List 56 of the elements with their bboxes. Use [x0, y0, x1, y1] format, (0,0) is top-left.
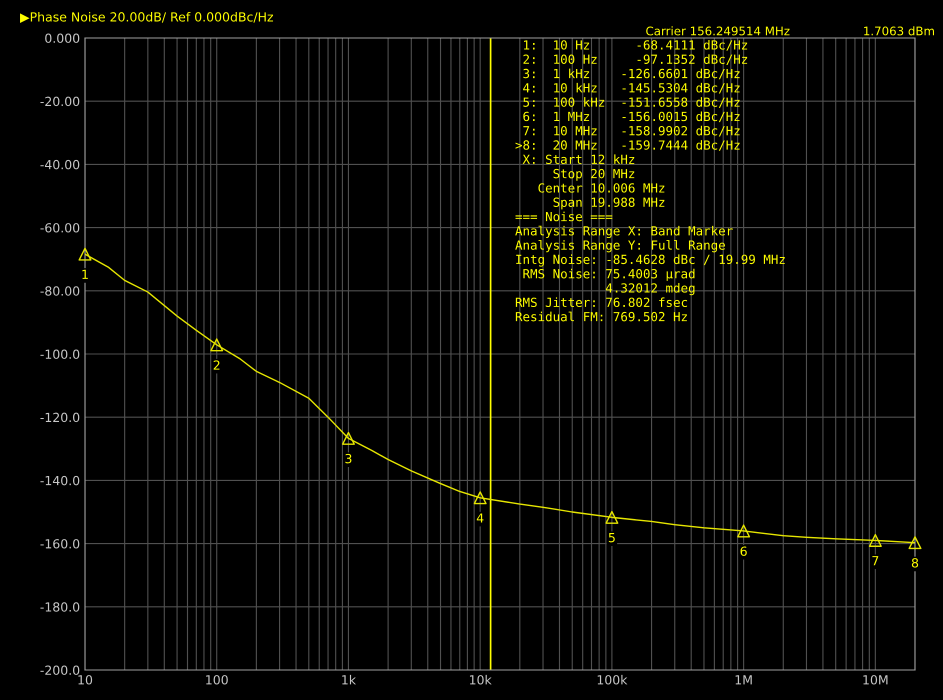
y-tick-label: -100.0: [40, 349, 80, 359]
annotation: 5: [608, 533, 615, 542]
annotation: Intg Noise: -85.4628 dBc / 19.99 MHz: [516, 254, 785, 267]
annotation: 7: 10 MHz -158.9902 dBc/Hz: [523, 126, 740, 136]
x-tick-label: 10M: [863, 675, 888, 685]
annotation: 8: [912, 558, 918, 568]
y-tick-label: -40.00: [40, 160, 80, 170]
y-tick-label: -140.0: [40, 476, 80, 486]
point: [78, 248, 92, 261]
y-tick-label: -160.0: [40, 539, 80, 549]
annotation: 4: 10 kHz -145.5304 dBc/Hz: [523, 82, 740, 94]
y-tick-label: -60.00: [40, 223, 80, 233]
point: [868, 534, 882, 547]
annotation: 6: [740, 546, 747, 556]
annotation: 2: 100 Hz -97.1352 dBc/Hz: [523, 54, 748, 65]
annotation: 2: [214, 360, 220, 370]
annotation: 4.32012 mdeg: [606, 283, 694, 296]
annotation: 3: [345, 454, 352, 464]
annotation: 1: [82, 270, 88, 279]
x-tick-label: 10: [78, 675, 92, 685]
point: [605, 510, 618, 524]
x-tick-label: 100k: [598, 674, 628, 685]
y-tick-label: 0.000: [45, 33, 80, 43]
y-tick-label: -20.00: [40, 96, 80, 106]
y-tick-label: -120.0: [40, 412, 80, 422]
annotation: RMS Noise: 75.4003 µrad: [523, 268, 694, 281]
annotation: Analysis Range Y: Full Range: [515, 240, 725, 252]
x-tick-label: 1k: [342, 674, 356, 684]
x-tick-label: 10k: [470, 674, 492, 685]
text: 1.7063 dBm: [864, 26, 934, 36]
x-tick-label: 100: [206, 675, 228, 685]
annotation: RMS Jitter: 76.802 fsec: [516, 297, 688, 308]
y-tick-label: -80.00: [40, 286, 80, 296]
y-tick-label: -180.0: [40, 602, 80, 612]
annotation: 6: 1 MHz -156.0015 dBc/Hz: [523, 111, 740, 122]
text: Carrier 156.249514 MHz: [646, 26, 790, 36]
annotation: === Noise ===: [516, 212, 612, 222]
annotation: 7: [872, 556, 878, 566]
annotation: Analysis Range X: Band Marker: [515, 226, 733, 238]
point: [474, 491, 487, 504]
annotation: Stop 20 MHz: [553, 168, 634, 181]
annotation: Center 10.006 MHz: [538, 183, 664, 193]
annotation: 5: 100 kHz -151.6558 dBc/Hz: [523, 97, 740, 108]
annotation: 1: 10 Hz -68.4111 dBc/Hz: [524, 40, 748, 51]
point: [342, 432, 355, 445]
annotation: Residual FM: 769.502 Hz: [516, 312, 687, 322]
annotation: Span 19.988 MHz: [553, 198, 664, 210]
annotation: 3: 1 kHz -126.6601 dBc/Hz: [523, 68, 740, 80]
annotation: >8: 20 MHz -159.7444 dBc/Hz: [516, 140, 740, 151]
annotation: X: Start 12 kHz: [522, 154, 634, 164]
x-tick-label: 1M: [736, 675, 752, 684]
annotation: 4: [476, 513, 484, 523]
chart-title: ▶Phase Noise 20.00dB/ Ref 0.000dBc/Hz: [20, 12, 274, 23]
point: [737, 524, 750, 538]
y-tick-label: -200.0: [40, 665, 80, 675]
point: [210, 338, 224, 352]
